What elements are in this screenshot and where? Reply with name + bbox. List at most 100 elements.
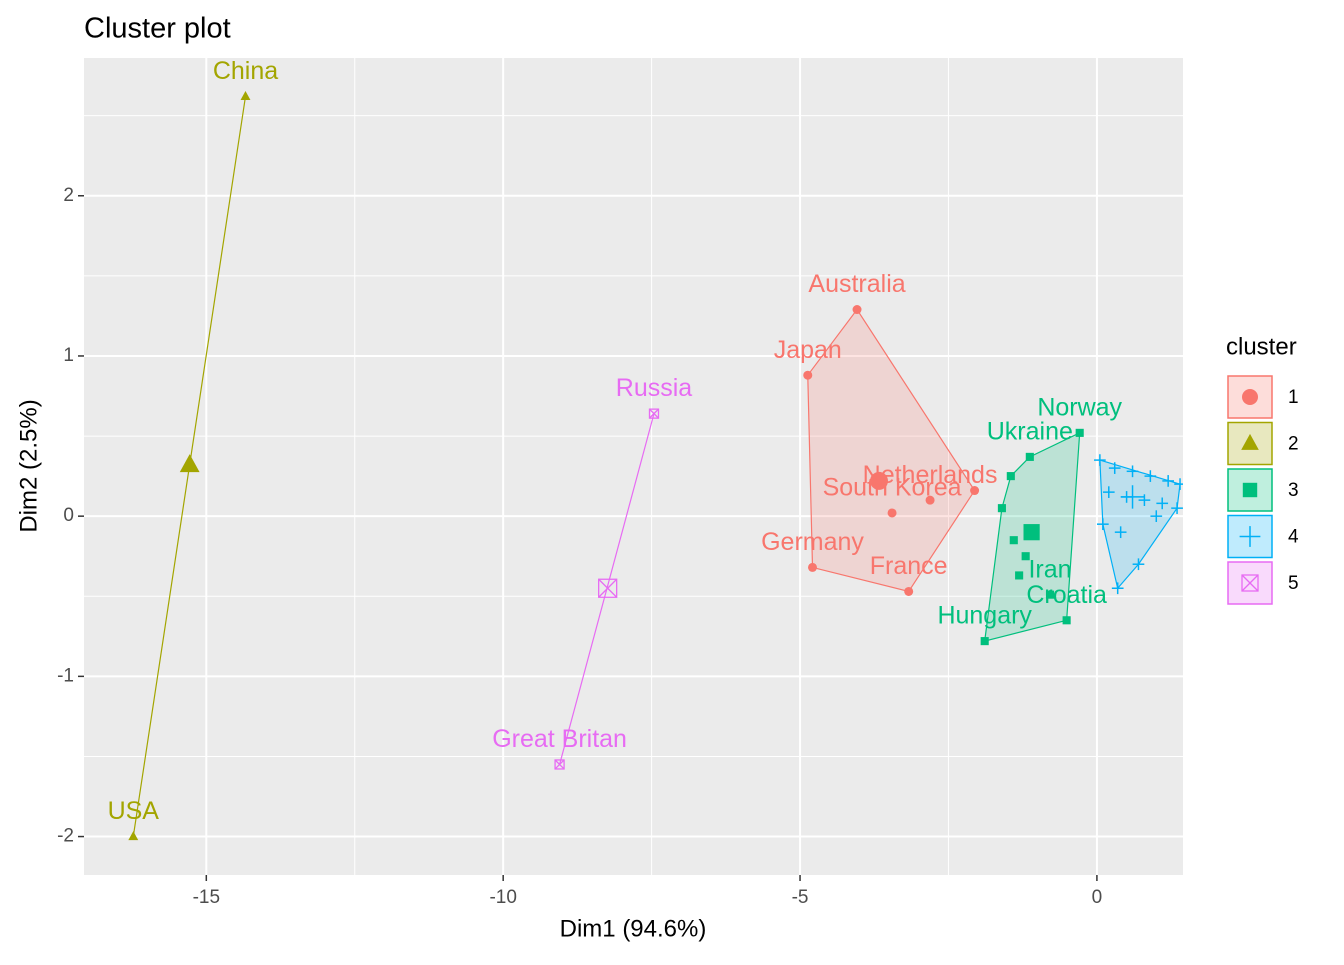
cluster-center-part [1023, 524, 1040, 541]
point [128, 831, 139, 841]
cluster-center [1023, 524, 1040, 541]
point-part [554, 759, 565, 770]
point [904, 586, 914, 596]
point [1156, 497, 1169, 510]
cluster-center [1120, 485, 1145, 509]
point-part [904, 586, 914, 596]
point [1150, 510, 1163, 523]
cluster-center [598, 578, 618, 598]
legend-marker [1241, 574, 1259, 592]
y-tick-label: -2 [57, 826, 74, 847]
point-part [1062, 616, 1071, 625]
point [1009, 536, 1018, 545]
x-tick-label: -10 [489, 887, 516, 908]
point-label: Russia [616, 374, 693, 402]
point-part [240, 91, 251, 101]
point-part [925, 495, 935, 505]
point-label: Great Britan [492, 725, 627, 753]
point [1138, 494, 1151, 506]
point-part [1015, 571, 1024, 580]
x-tick-label: -5 [792, 887, 809, 908]
point [1075, 428, 1084, 437]
point-part [970, 486, 980, 496]
cluster-center-part [598, 578, 618, 598]
point [1094, 454, 1106, 466]
point [1102, 486, 1115, 498]
point-part [648, 408, 660, 419]
point-part [997, 504, 1006, 513]
point [803, 370, 813, 380]
point [1144, 470, 1157, 482]
legend-marker-part [1241, 433, 1259, 450]
y-axis-title: Dim2 (2.5%) [15, 399, 42, 532]
point-label: USA [108, 797, 160, 825]
legend-marker-part [1242, 389, 1258, 405]
point [1062, 616, 1071, 625]
point [1162, 475, 1175, 487]
point-part [1045, 590, 1055, 599]
point-part [128, 831, 139, 841]
point-part [1006, 472, 1015, 481]
point [1171, 502, 1183, 515]
point-part [1021, 552, 1030, 561]
point [925, 495, 935, 505]
legend-marker [1242, 389, 1258, 405]
y-tick-label: 0 [63, 505, 74, 526]
point [1096, 518, 1109, 531]
point [887, 508, 897, 518]
cluster-center [870, 471, 889, 490]
point-label: Netherlands [863, 461, 998, 489]
legend-label: 5 [1288, 573, 1299, 594]
point-part [887, 508, 897, 518]
legend-marker [1239, 526, 1261, 547]
legend-marker-part [1241, 574, 1259, 592]
point-label: China [213, 57, 278, 85]
point [1132, 558, 1145, 571]
point-part [554, 759, 565, 770]
point-label: Germany [761, 528, 864, 556]
y-tick-label: 1 [63, 345, 74, 366]
point-part [803, 370, 813, 380]
point [1021, 552, 1030, 561]
legend-label: 3 [1288, 480, 1299, 501]
point-part [808, 562, 818, 572]
point [1114, 526, 1127, 539]
panel [84, 58, 1183, 875]
legend-key [1227, 375, 1273, 419]
point-part [649, 408, 659, 419]
point-label: Australia [808, 270, 905, 298]
point [852, 305, 862, 315]
legend-title: cluster [1226, 333, 1297, 360]
point [240, 91, 251, 101]
legend-marker [1242, 482, 1258, 498]
point-label: Croatia [1026, 581, 1107, 609]
legend-label: 1 [1288, 387, 1299, 408]
point-label: Iran [1028, 555, 1071, 583]
legend-marker-part [1242, 482, 1258, 498]
legend-label: 2 [1288, 434, 1299, 455]
point [1174, 478, 1183, 490]
point-label: France [870, 552, 948, 580]
y-tick-label: 2 [63, 185, 74, 206]
cluster-center-part [598, 578, 618, 598]
x-tick-label: 0 [1092, 887, 1103, 908]
point-label: South Korea [823, 474, 962, 502]
point-part [1075, 428, 1084, 437]
cluster-center-part [870, 471, 889, 490]
point [1108, 462, 1121, 474]
point [997, 504, 1006, 513]
point-part [1009, 536, 1018, 545]
point [1006, 472, 1015, 481]
point [1126, 465, 1139, 478]
point [1111, 582, 1124, 595]
point-label: Japan [774, 336, 842, 364]
point [1045, 590, 1055, 599]
point [648, 408, 660, 419]
y-tick-label: -1 [57, 665, 74, 686]
legend-marker [1241, 433, 1259, 450]
point [1015, 571, 1024, 580]
point [1025, 452, 1034, 461]
